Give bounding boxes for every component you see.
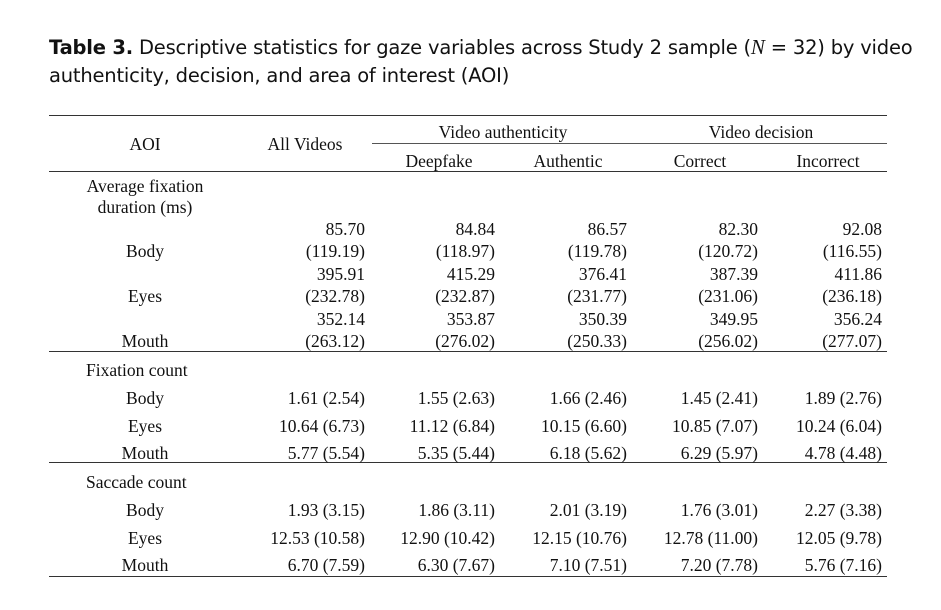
table-cell: 11.12 (6.84) [409, 415, 495, 436]
table-cell: 4.78 (4.48) [804, 443, 882, 463]
table-cell: 12.53 (10.58) [270, 527, 365, 548]
header-authentic: Authentic [533, 151, 603, 171]
table-cell: 5.35 (5.44) [417, 443, 495, 463]
table-cell: 7.10 (7.51) [549, 555, 627, 575]
table-cell: 12.05 (9.78) [795, 527, 882, 548]
row-aoi-label: Eyes [127, 527, 163, 548]
cell-mean: 356.24 [833, 309, 882, 329]
cell-mean: 350.39 [578, 309, 627, 329]
table-cell: 1.93 (3.15) [287, 500, 365, 520]
cell-sd: (231.77) [567, 286, 627, 306]
cell-sd: (231.06) [698, 286, 758, 306]
cell-sd: (236.18) [822, 286, 882, 306]
cell-mean: 415.29 [446, 264, 495, 284]
cell-mean: 82.30 [718, 219, 758, 239]
section-label: duration (ms) [97, 197, 193, 217]
caption-n-symbol: N [750, 35, 765, 59]
row-aoi-label: Body [126, 241, 164, 261]
table-cell: 7.20 (7.78) [680, 555, 758, 575]
header-aoi: AOI [129, 134, 161, 154]
table-cell: 5.77 (5.54) [287, 443, 365, 463]
table-cell: 10.64 (6.73) [278, 415, 365, 436]
cell-sd: (119.19) [305, 241, 365, 261]
section-label: Average fixation [86, 176, 204, 196]
table-cell: 1.66 (2.46) [549, 388, 627, 408]
cell-sd: (120.72) [698, 241, 758, 261]
cell-sd: (277.07) [822, 331, 882, 351]
table-cell: 12.78 (11.00) [663, 527, 758, 548]
cell-sd: (118.97) [435, 241, 495, 261]
cell-mean: 353.87 [446, 309, 495, 329]
top-rule [49, 115, 887, 116]
table-cell: 6.29 (5.97) [680, 443, 758, 463]
table-cell: 1.61 (2.54) [287, 388, 365, 408]
cell-mean: 376.41 [578, 264, 627, 284]
table-caption: Table 3. Descriptive statistics for gaze… [49, 33, 929, 90]
row-aoi-label: Body [126, 500, 164, 520]
table-cell: 10.15 (6.60) [540, 415, 627, 436]
table-cell: 6.70 (7.59) [287, 555, 365, 575]
table-cell: 1.86 (3.11) [418, 500, 495, 520]
table-cell: 6.18 (5.62) [549, 443, 627, 463]
caption-text-2: = 32) by video authenticity, decision, a… [49, 36, 913, 87]
cell-sd: (116.55) [822, 241, 882, 261]
table-cell: 6.30 (7.67) [417, 555, 495, 575]
table-cell: 1.89 (2.76) [804, 388, 882, 408]
cell-mean: 411.86 [834, 264, 882, 284]
row-aoi-label: Eyes [127, 415, 163, 436]
cell-sd: (250.33) [567, 331, 627, 351]
row-aoi-label: Eyes [127, 286, 163, 306]
section-label: Saccade count [86, 472, 187, 492]
cell-sd: (276.02) [435, 331, 495, 351]
header-deepfake: Deepfake [405, 151, 473, 171]
header-all-videos: All Videos [267, 134, 343, 154]
table-number: Table 3. [49, 36, 133, 59]
table-cell: 1.76 (3.01) [680, 500, 758, 520]
section-label: Fixation count [86, 360, 188, 380]
cell-mean: 85.70 [325, 219, 365, 239]
table-cell: 2.27 (3.38) [804, 500, 882, 520]
header-incorrect: Incorrect [796, 151, 860, 171]
row-aoi-label: Mouth [121, 555, 169, 575]
table-cell: 10.24 (6.04) [795, 415, 882, 436]
cell-mean: 86.57 [587, 219, 627, 239]
bottom-rule [49, 576, 887, 577]
row-aoi-label: Mouth [121, 443, 169, 463]
table-cell: 1.55 (2.63) [417, 388, 495, 408]
table-cell: 5.76 (7.16) [804, 555, 882, 575]
cell-mean: 387.39 [709, 264, 758, 284]
row-aoi-label: Mouth [121, 331, 169, 351]
header-correct: Correct [673, 151, 727, 171]
cell-mean: 395.91 [316, 264, 365, 284]
table-cell: 1.45 (2.41) [680, 388, 758, 408]
group-header-rule [372, 143, 887, 144]
cell-sd: (256.02) [698, 331, 758, 351]
table-cell: 2.01 (3.19) [549, 500, 627, 520]
cell-sd: (263.12) [305, 331, 365, 351]
cell-mean: 92.08 [842, 219, 882, 239]
header-video-decision: Video decision [708, 122, 814, 142]
table-cell: 10.85 (7.07) [671, 415, 758, 436]
row-aoi-label: Body [126, 388, 164, 408]
cell-sd: (232.87) [435, 286, 495, 306]
cell-mean: 352.14 [316, 309, 365, 329]
header-bottom-rule [49, 171, 887, 172]
table-cell: 12.90 (10.42) [400, 527, 495, 548]
cell-sd: (119.78) [567, 241, 627, 261]
cell-mean: 349.95 [709, 309, 758, 329]
caption-text-1: Descriptive statistics for gaze variable… [138, 36, 751, 59]
cell-mean: 84.84 [455, 219, 495, 239]
cell-sd: (232.78) [305, 286, 365, 306]
section-rule-1 [49, 351, 887, 352]
section-rule-2 [49, 462, 887, 463]
header-video-authenticity: Video authenticity [438, 122, 568, 142]
table-cell: 12.15 (10.76) [532, 527, 627, 548]
